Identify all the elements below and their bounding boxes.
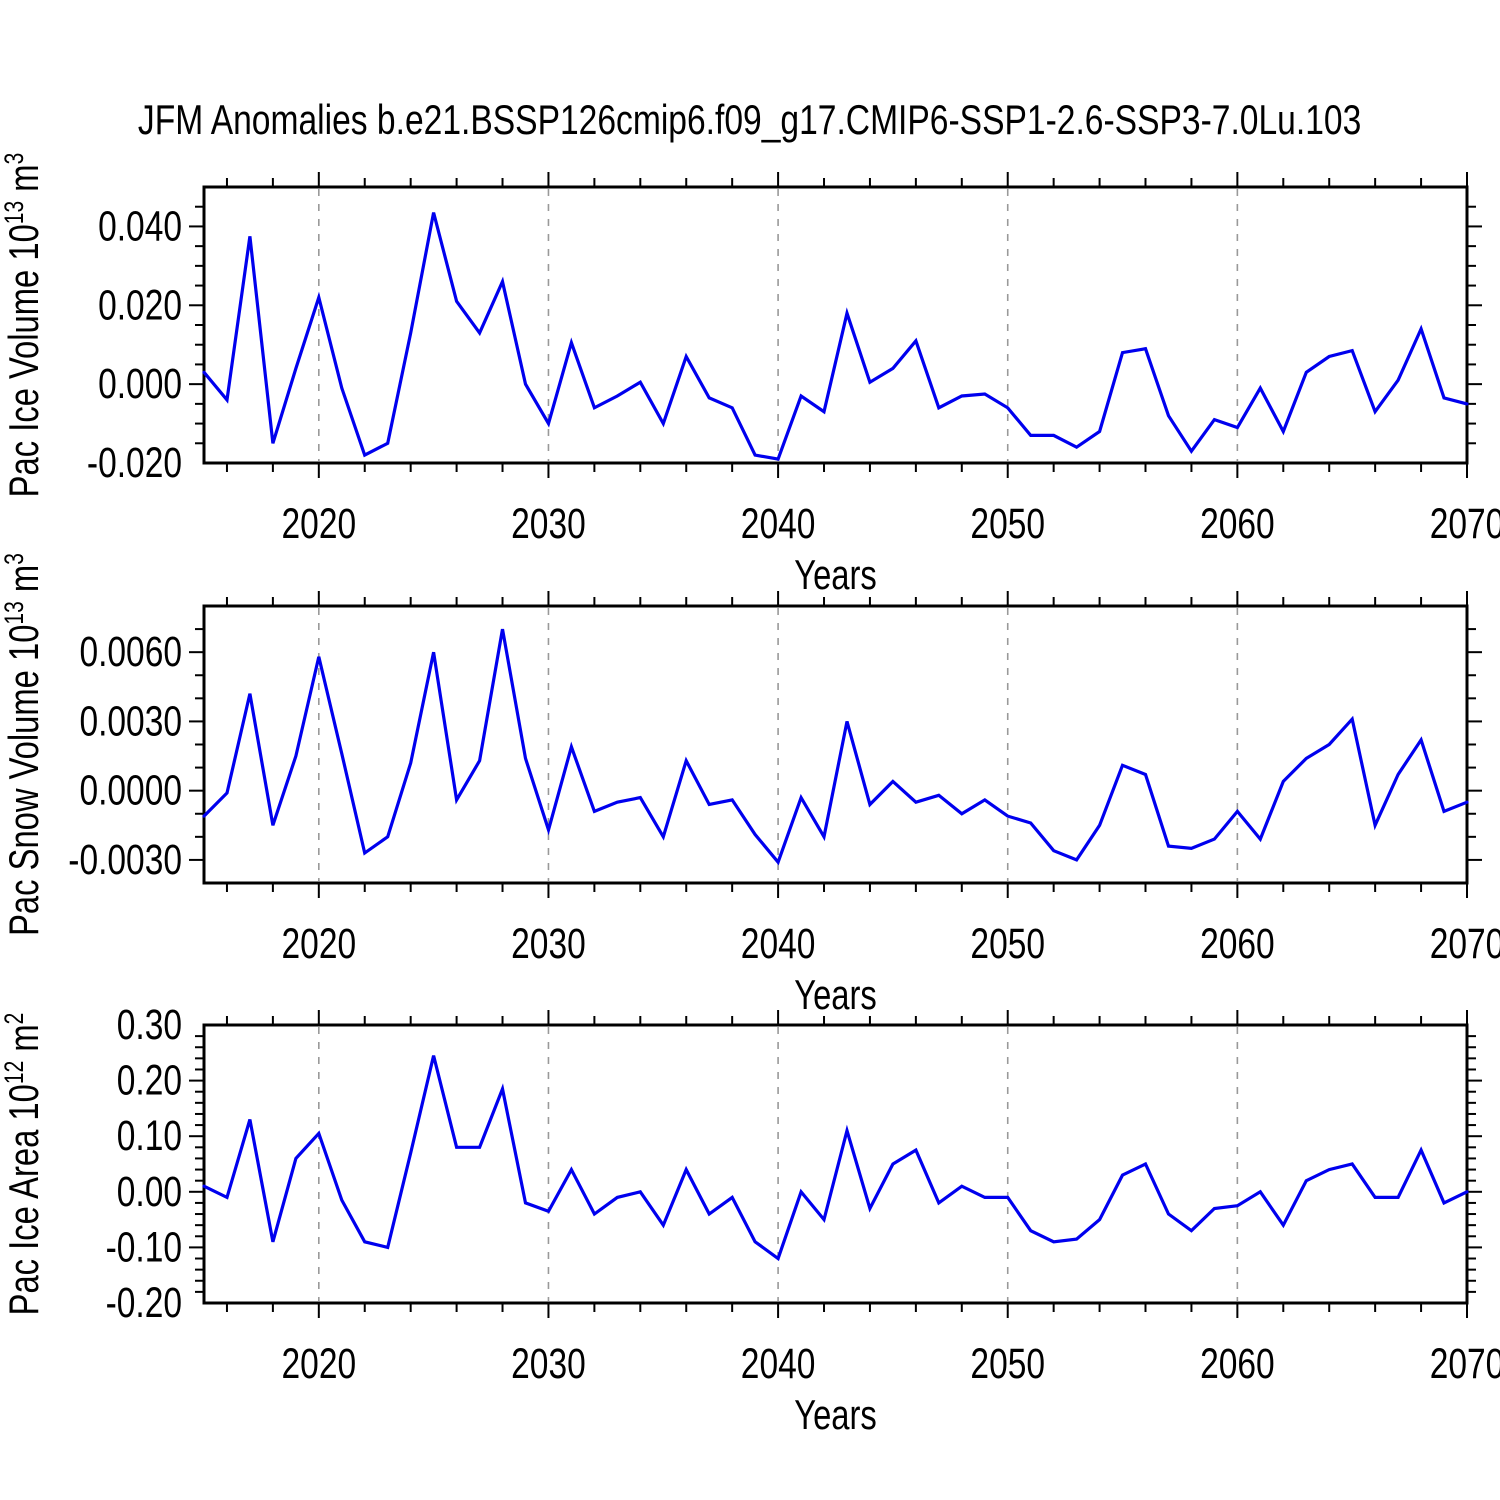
x-tick-label: 2060 (1200, 1340, 1275, 1388)
panel-3: 0.30 0.20 0.10 0.00 -0.10 -0.20 2020 2030 2040 20… (0, 1001, 1500, 1438)
x-tick-label: 2040 (741, 500, 816, 548)
x-tick-label: 2070 (1430, 500, 1500, 548)
x-tick-label: 2030 (511, 920, 586, 968)
x-tick-label: 2040 (741, 1340, 816, 1388)
y-tick-label: -0.10 (106, 1223, 182, 1271)
x-tick-label: 2060 (1200, 500, 1275, 548)
y-tick-label: 0.000 (98, 360, 182, 408)
data-line-panel-2 (202, 628, 1469, 866)
y-tick-label: 0.20 (117, 1057, 182, 1105)
y-tick-label: -0.0030 (68, 836, 182, 884)
panel-2: 0.0060 0.0030 0.0000 -0.0030 2020 2030 2040 205… (0, 553, 1500, 1018)
x-tick-label: 2020 (282, 500, 357, 548)
x-tick-label: 2050 (970, 920, 1045, 968)
x-tick-label: 2070 (1430, 920, 1500, 968)
y-tick-label: 0.30 (117, 1001, 182, 1049)
y-tick-label: 0.0000 (79, 767, 182, 815)
x-axis-title: Years (794, 971, 877, 1018)
y-axis-title: Pac Ice Volume 1013 m3 (0, 153, 47, 498)
x-tick-label: 2020 (282, 920, 357, 968)
x-tick-label: 2070 (1430, 1340, 1500, 1388)
x-axis-title: Years (794, 551, 877, 598)
y-tick-label: -0.020 (87, 439, 182, 487)
x-tick-label: 2050 (970, 500, 1045, 548)
panel-1: 0.040 0.020 0.000 -0.020 2020 2030 2040 2050 206… (0, 153, 1500, 598)
plot-frame (202, 1023, 1469, 1305)
x-tick-label: 2030 (511, 1340, 586, 1388)
x-tick-label: 2040 (741, 920, 816, 968)
data-line-panel-3 (202, 1055, 1469, 1262)
x-axis-title: Years (794, 1391, 877, 1438)
x-tick-label: 2020 (282, 1340, 357, 1388)
y-tick-label: 0.020 (98, 281, 182, 329)
y-tick-label: -0.20 (106, 1279, 182, 1327)
x-tick-label: 2050 (970, 1340, 1045, 1388)
y-tick-label: 0.00 (117, 1168, 182, 1216)
plot-frame (202, 604, 1469, 885)
y-tick-label: 0.0030 (79, 698, 182, 746)
y-tick-label: 0.10 (117, 1112, 182, 1160)
y-axis-title: Pac Snow Volume 1013 m3 (0, 553, 47, 936)
y-tick-label: 0.0060 (79, 628, 182, 676)
data-line-panel-1 (202, 212, 1469, 461)
x-tick-label: 2060 (1200, 920, 1275, 968)
x-tick-label: 2030 (511, 500, 586, 548)
y-tick-label: 0.040 (98, 203, 182, 251)
y-axis-title: Pac Ice Area 1012 m2 (0, 1013, 47, 1316)
